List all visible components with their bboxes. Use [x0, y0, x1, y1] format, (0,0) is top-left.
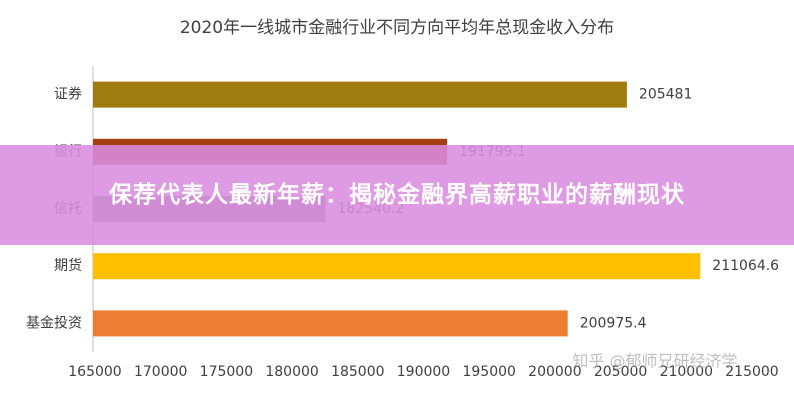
x-tick-label: 170000 [134, 364, 187, 380]
bar [93, 253, 701, 280]
x-tick-label: 195000 [462, 364, 515, 380]
x-tick-label: 190000 [397, 364, 450, 380]
y-tick-label: 期货 [54, 257, 82, 274]
x-tick-label: 180000 [265, 364, 318, 380]
bar [93, 81, 627, 108]
value-label: 200975.4 [580, 315, 647, 331]
y-tick-label: 证券 [54, 87, 82, 103]
headline-banner: 保荐代表人最新年薪：揭秘金融界高薪职业的薪酬现状 [0, 145, 794, 245]
headline: 保荐代表人最新年薪：揭秘金融界高薪职业的薪酬现状 [109, 182, 685, 208]
chart-title: 2020年一线城市金融行业不同方向平均年总现金收入分布 [180, 18, 614, 38]
bar [93, 310, 568, 337]
x-tick-label: 185000 [331, 364, 384, 380]
value-label: 211064.6 [712, 258, 779, 274]
x-tick-label: 205000 [594, 364, 647, 380]
x-tick-label: 215000 [725, 364, 778, 380]
x-tick-label: 200000 [528, 364, 581, 380]
watermark: 知乎 @郁师兄研经济学 [572, 352, 737, 371]
x-tick-label: 175000 [200, 364, 253, 380]
value-label: 205481 [639, 87, 692, 103]
x-tick-label: 210000 [660, 364, 713, 380]
x-tick-label: 165000 [68, 364, 121, 380]
y-tick-label: 基金投资 [26, 314, 82, 331]
